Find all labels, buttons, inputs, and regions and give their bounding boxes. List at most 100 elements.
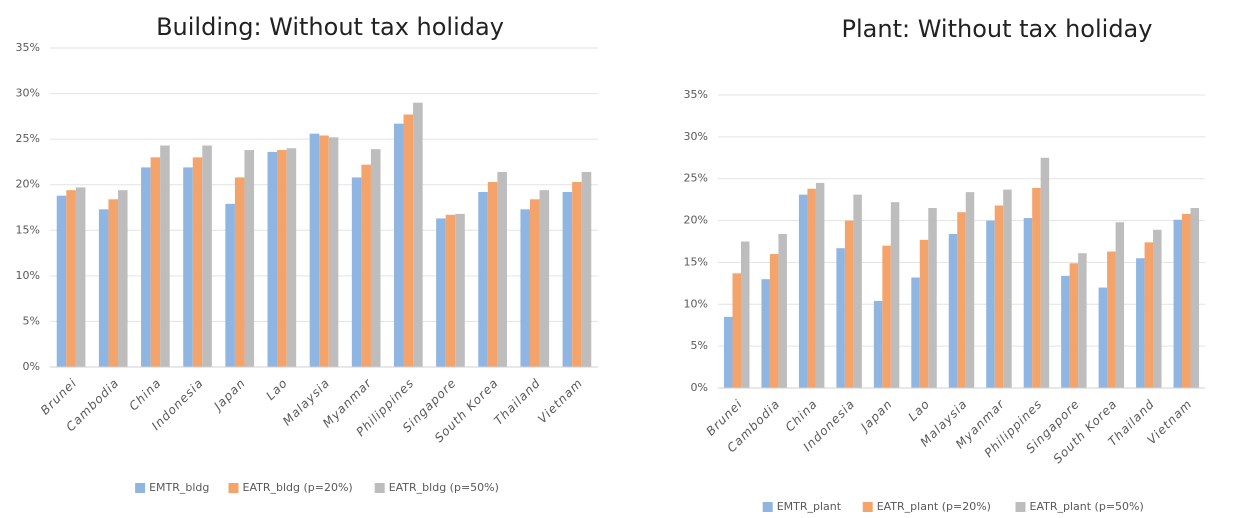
bar bbox=[539, 190, 550, 367]
y-tick-label: 10% bbox=[16, 269, 40, 282]
bar bbox=[487, 181, 498, 367]
legend-swatch bbox=[762, 502, 773, 512]
x-tick-label: China bbox=[126, 376, 164, 414]
bar bbox=[225, 203, 235, 367]
legend-swatch bbox=[228, 483, 239, 493]
bar bbox=[928, 208, 937, 388]
bar bbox=[873, 300, 883, 388]
bar bbox=[1173, 219, 1183, 388]
bar bbox=[192, 157, 203, 367]
bar bbox=[1078, 253, 1087, 388]
legend-label: EATR_plant (p=50%) bbox=[1030, 500, 1144, 513]
bar bbox=[1153, 229, 1162, 388]
bar bbox=[815, 182, 825, 388]
x-tick-label: Lao bbox=[905, 397, 932, 424]
y-tick-label: 35% bbox=[16, 41, 40, 54]
legend-label: EATR_bldg (p=50%) bbox=[389, 481, 499, 494]
bar bbox=[1069, 263, 1079, 388]
bar bbox=[319, 135, 329, 367]
bar bbox=[393, 123, 404, 367]
bar bbox=[1003, 189, 1012, 388]
bar bbox=[723, 316, 733, 388]
bar bbox=[986, 220, 995, 388]
bar bbox=[761, 279, 770, 388]
bar bbox=[1190, 208, 1200, 388]
y-tick-label: 0% bbox=[23, 360, 40, 373]
bar bbox=[529, 199, 540, 367]
bar bbox=[370, 149, 381, 367]
bar bbox=[150, 157, 161, 367]
bar bbox=[836, 248, 845, 388]
bar bbox=[1023, 218, 1033, 388]
legend-label: EATR_bldg (p=20%) bbox=[243, 481, 353, 494]
chart-title: Building: Without tax holiday bbox=[156, 13, 504, 41]
bar bbox=[309, 133, 320, 367]
x-tick-label: Japan bbox=[210, 376, 249, 415]
chart-title: Plant: Without tax holiday bbox=[842, 15, 1153, 43]
bar bbox=[286, 148, 297, 367]
bar bbox=[66, 190, 76, 367]
y-tick-label: 25% bbox=[684, 172, 708, 185]
y-tick-label: 10% bbox=[684, 297, 708, 310]
bar bbox=[853, 194, 862, 388]
bar bbox=[455, 213, 465, 367]
bar bbox=[244, 150, 255, 367]
bar bbox=[183, 167, 193, 367]
bar bbox=[581, 171, 592, 367]
bar bbox=[75, 187, 86, 367]
y-tick-label: 5% bbox=[23, 314, 40, 327]
bar bbox=[778, 233, 787, 388]
y-tick-label: 30% bbox=[684, 130, 708, 143]
legend-label: EMTR_plant bbox=[777, 500, 842, 513]
bar bbox=[98, 209, 109, 367]
bar bbox=[277, 150, 287, 367]
legend-swatch bbox=[1015, 502, 1026, 512]
bar bbox=[1040, 157, 1050, 388]
bar bbox=[1061, 275, 1070, 388]
bar bbox=[994, 205, 1004, 388]
bar bbox=[769, 254, 779, 388]
bar bbox=[234, 177, 245, 367]
bar bbox=[740, 241, 750, 388]
bar bbox=[882, 245, 891, 388]
legend-label: EMTR_bldg bbox=[149, 481, 209, 494]
bar bbox=[413, 102, 423, 367]
legend-swatch bbox=[135, 483, 146, 493]
bar bbox=[351, 177, 362, 367]
bar bbox=[807, 188, 816, 388]
bar bbox=[911, 277, 920, 388]
bar bbox=[965, 192, 975, 388]
bar bbox=[919, 239, 929, 388]
bar bbox=[1107, 251, 1116, 388]
y-tick-label: 5% bbox=[691, 339, 708, 352]
y-tick-label: 0% bbox=[691, 381, 708, 394]
bar bbox=[890, 202, 900, 388]
bar bbox=[572, 181, 582, 367]
bar bbox=[1136, 258, 1145, 388]
legend-swatch bbox=[374, 483, 385, 493]
y-tick-label: 25% bbox=[16, 132, 40, 145]
bar bbox=[957, 212, 966, 388]
bar bbox=[56, 195, 67, 367]
bar bbox=[202, 145, 212, 367]
bar bbox=[141, 167, 151, 367]
bar bbox=[497, 171, 507, 367]
bar bbox=[403, 114, 414, 367]
bar bbox=[948, 233, 958, 388]
bar bbox=[108, 199, 119, 367]
x-tick-label: Brunei bbox=[38, 376, 80, 418]
bar bbox=[478, 192, 488, 367]
legend-label: EATR_plant (p=20%) bbox=[877, 500, 991, 513]
bar bbox=[1182, 213, 1191, 388]
bar bbox=[445, 214, 456, 367]
y-tick-label: 15% bbox=[684, 255, 708, 268]
bar bbox=[1115, 222, 1125, 388]
legend-swatch bbox=[862, 502, 873, 512]
y-tick-label: 30% bbox=[16, 87, 40, 100]
x-tick-label: Thailand bbox=[491, 376, 543, 428]
bar bbox=[160, 145, 170, 367]
bar bbox=[267, 151, 278, 367]
bar bbox=[562, 192, 573, 367]
y-tick-label: 20% bbox=[16, 178, 40, 191]
